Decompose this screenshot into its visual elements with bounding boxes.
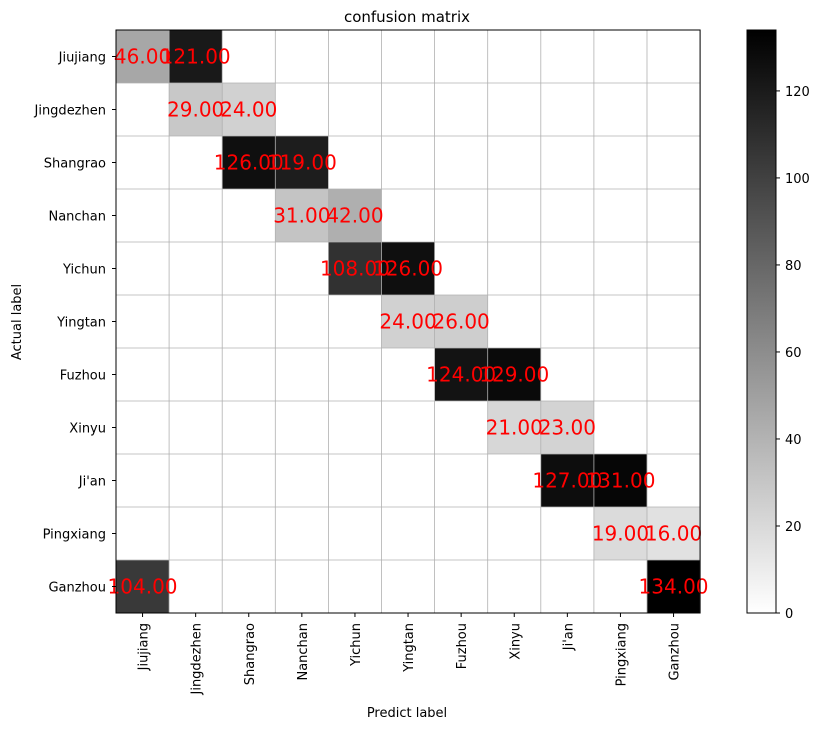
y-axis-label: Actual label xyxy=(10,284,25,360)
cell-value-label: 19.00 xyxy=(592,522,649,546)
cell-value-label: 29.00 xyxy=(167,98,224,122)
colorbar-tick-label: 120 xyxy=(785,85,810,100)
x-axis-label: Predict label xyxy=(367,706,447,721)
cell-value-label: 21.00 xyxy=(486,416,543,440)
x-tick-label: Jiujiang xyxy=(137,623,152,671)
y-tick-label: Ganzhou xyxy=(48,581,106,596)
heatmap-cell xyxy=(381,242,435,295)
heatmap-cell xyxy=(222,136,276,189)
cell-value-label: 126.00 xyxy=(373,257,443,281)
cell-value-label: 124.00 xyxy=(426,363,496,387)
heatmap-cell xyxy=(169,83,223,136)
colorbar-tick-label: 0 xyxy=(785,607,793,622)
plot-area: 46.00121.0029.0024.00126.00119.0031.0042… xyxy=(34,29,709,696)
cell-value-label: 104.00 xyxy=(108,575,178,599)
y-tick-label: Yichun xyxy=(62,263,106,278)
cell-value-label: 24.00 xyxy=(379,310,436,334)
cell-value-label: 16.00 xyxy=(645,522,702,546)
cell-value-label: 23.00 xyxy=(539,416,596,440)
heatmap-cell xyxy=(593,454,647,507)
chart-title: confusion matrix xyxy=(344,8,470,26)
cell-value-label: 121.00 xyxy=(161,45,231,69)
colorbar-tick-label: 100 xyxy=(785,172,810,187)
y-tick-label: Nanchan xyxy=(48,210,106,225)
y-tick-label: Xinyu xyxy=(69,422,106,437)
heatmap-cell xyxy=(540,454,594,507)
heatmap-cell xyxy=(116,30,170,83)
y-tick-label: Pingxiang xyxy=(43,528,106,543)
x-tick-label: Shangrao xyxy=(243,623,258,685)
y-tick-label: Ji'an xyxy=(78,475,106,490)
heatmap-cell xyxy=(487,401,541,454)
x-tick-label: Yichun xyxy=(349,623,364,667)
cell-value-label: 26.00 xyxy=(433,310,490,334)
x-tick-label: Ji'an xyxy=(561,623,576,651)
cell-value-label: 129.00 xyxy=(479,363,549,387)
colorbar-tick-label: 40 xyxy=(785,433,802,448)
x-tick-label: Jingdezhen xyxy=(190,623,205,696)
cell-value-label: 127.00 xyxy=(532,469,602,493)
colorbar-frame xyxy=(746,29,777,614)
cell-value-label: 31.00 xyxy=(273,204,330,228)
heatmap-cell xyxy=(328,242,382,295)
heatmap-cell xyxy=(593,507,647,560)
heatmap-cell xyxy=(647,507,701,560)
heatmap-cell xyxy=(275,189,329,242)
x-tick-label: Yingtan xyxy=(402,623,417,673)
heatmap-cell xyxy=(540,401,594,454)
y-tick-label: Fuzhou xyxy=(60,369,106,384)
heatmap-cell xyxy=(222,83,276,136)
heatmap-cell xyxy=(381,295,435,348)
colorbar: 0 20 40 60 80 100 120 xyxy=(746,29,810,622)
heatmap-cell xyxy=(647,560,701,613)
heatmap-cell xyxy=(116,560,170,613)
cell-value-label: 119.00 xyxy=(267,151,337,175)
cell-value-label: 24.00 xyxy=(220,98,277,122)
cell-value-label: 134.00 xyxy=(639,575,709,599)
heatmap-cell xyxy=(487,348,541,401)
cell-value-label: 126.00 xyxy=(214,151,284,175)
x-tick-label: Ganzhou xyxy=(668,623,683,681)
cell-value-label: 42.00 xyxy=(326,204,383,228)
cell-value-label: 46.00 xyxy=(114,45,171,69)
y-tick-label: Yingtan xyxy=(56,316,106,331)
x-tick-label: Pingxiang xyxy=(614,623,629,686)
heatmap-cell xyxy=(275,136,329,189)
y-tick-label: Jiujiang xyxy=(58,51,106,66)
x-tick-label: Xinyu xyxy=(508,623,523,660)
y-tick-label: Jingdezhen xyxy=(34,104,107,119)
cell-value-label: 108.00 xyxy=(320,257,390,281)
heatmap-cell xyxy=(434,348,488,401)
y-tick-label: Shangrao xyxy=(44,157,106,172)
colorbar-gradient xyxy=(747,30,776,613)
colorbar-tick-label: 80 xyxy=(785,259,802,274)
heatmap-cell xyxy=(328,189,382,242)
heatmap-cell xyxy=(434,295,488,348)
x-tick-label: Nanchan xyxy=(296,623,311,681)
x-tick-label: Fuzhou xyxy=(455,623,470,669)
heatmap-cell xyxy=(169,30,223,83)
cell-value-label: 131.00 xyxy=(585,469,655,493)
colorbar-tick-label: 20 xyxy=(785,520,802,535)
colorbar-tick-label: 60 xyxy=(785,346,802,361)
